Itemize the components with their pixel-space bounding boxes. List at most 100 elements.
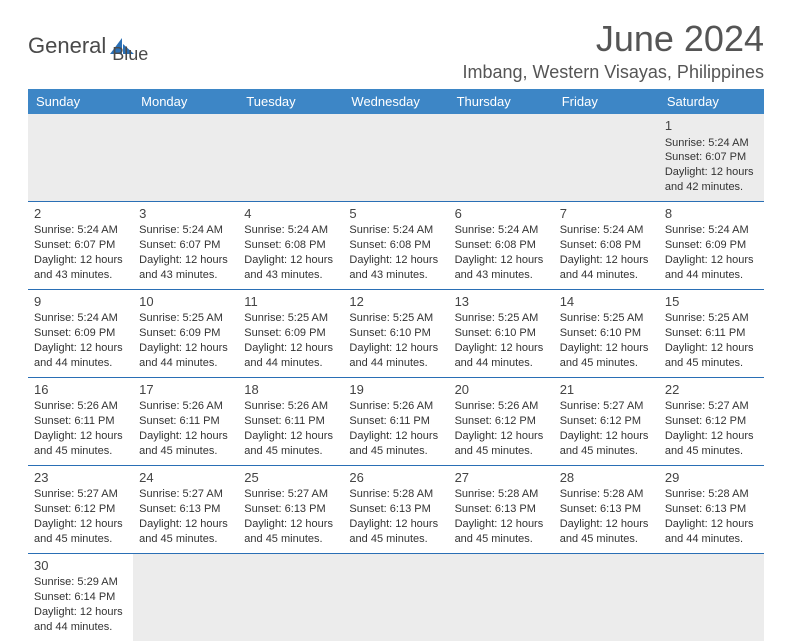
day-detail: and 45 minutes.: [34, 444, 127, 459]
day-number: 23: [34, 469, 127, 487]
location: Imbang, Western Visayas, Philippines: [463, 62, 765, 83]
day-detail: Daylight: 12 hours: [34, 605, 127, 620]
calendar-cell: 21Sunrise: 5:27 AMSunset: 6:12 PMDayligh…: [554, 377, 659, 465]
day-detail: Sunset: 6:10 PM: [455, 326, 548, 341]
day-detail: Daylight: 12 hours: [244, 517, 337, 532]
day-detail: Sunset: 6:13 PM: [139, 502, 232, 517]
day-detail: and 43 minutes.: [349, 268, 442, 283]
calendar-cell: 26Sunrise: 5:28 AMSunset: 6:13 PMDayligh…: [343, 465, 448, 553]
day-detail: and 45 minutes.: [560, 532, 653, 547]
day-detail: Sunset: 6:10 PM: [349, 326, 442, 341]
calendar-cell: 8Sunrise: 5:24 AMSunset: 6:09 PMDaylight…: [659, 201, 764, 289]
day-detail: and 45 minutes.: [560, 444, 653, 459]
day-header: Thursday: [449, 89, 554, 114]
calendar-cell: 4Sunrise: 5:24 AMSunset: 6:08 PMDaylight…: [238, 201, 343, 289]
calendar-cell: 7Sunrise: 5:24 AMSunset: 6:08 PMDaylight…: [554, 201, 659, 289]
calendar-cell: 24Sunrise: 5:27 AMSunset: 6:13 PMDayligh…: [133, 465, 238, 553]
day-number: 25: [244, 469, 337, 487]
calendar-cell: [133, 114, 238, 201]
day-detail: and 44 minutes.: [560, 268, 653, 283]
calendar-cell: 1Sunrise: 5:24 AMSunset: 6:07 PMDaylight…: [659, 114, 764, 201]
day-detail: Daylight: 12 hours: [34, 517, 127, 532]
day-detail: Sunrise: 5:25 AM: [560, 311, 653, 326]
day-detail: Daylight: 12 hours: [349, 253, 442, 268]
day-number: 10: [139, 293, 232, 311]
day-detail: Daylight: 12 hours: [34, 253, 127, 268]
day-detail: Sunset: 6:09 PM: [665, 238, 758, 253]
day-detail: Daylight: 12 hours: [139, 341, 232, 356]
day-detail: Daylight: 12 hours: [665, 429, 758, 444]
calendar-week: 16Sunrise: 5:26 AMSunset: 6:11 PMDayligh…: [28, 377, 764, 465]
day-detail: Sunrise: 5:28 AM: [560, 487, 653, 502]
day-number: 4: [244, 205, 337, 223]
day-detail: Sunrise: 5:24 AM: [34, 223, 127, 238]
day-detail: Daylight: 12 hours: [139, 429, 232, 444]
day-number: 12: [349, 293, 442, 311]
day-detail: Sunrise: 5:28 AM: [665, 487, 758, 502]
day-detail: Daylight: 12 hours: [244, 253, 337, 268]
calendar-table: SundayMondayTuesdayWednesdayThursdayFrid…: [28, 89, 764, 641]
day-detail: Daylight: 12 hours: [665, 341, 758, 356]
day-detail: Sunrise: 5:28 AM: [349, 487, 442, 502]
day-number: 14: [560, 293, 653, 311]
day-detail: Sunrise: 5:26 AM: [139, 399, 232, 414]
day-detail: and 43 minutes.: [244, 268, 337, 283]
header: General Blue June 2024 Imbang, Western V…: [28, 18, 764, 83]
day-detail: Daylight: 12 hours: [665, 517, 758, 532]
day-detail: Sunrise: 5:25 AM: [139, 311, 232, 326]
calendar-cell: [238, 553, 343, 640]
logo-text-2: Blue: [112, 26, 148, 65]
day-number: 18: [244, 381, 337, 399]
calendar-cell: 11Sunrise: 5:25 AMSunset: 6:09 PMDayligh…: [238, 289, 343, 377]
calendar-cell: 5Sunrise: 5:24 AMSunset: 6:08 PMDaylight…: [343, 201, 448, 289]
day-detail: Sunset: 6:11 PM: [349, 414, 442, 429]
day-number: 6: [455, 205, 548, 223]
day-detail: Sunset: 6:09 PM: [244, 326, 337, 341]
month-title: June 2024: [463, 18, 765, 60]
day-detail: Daylight: 12 hours: [455, 253, 548, 268]
day-detail: Sunrise: 5:24 AM: [665, 136, 758, 151]
calendar-cell: 16Sunrise: 5:26 AMSunset: 6:11 PMDayligh…: [28, 377, 133, 465]
day-detail: and 45 minutes.: [244, 532, 337, 547]
day-detail: and 44 minutes.: [244, 356, 337, 371]
day-detail: Daylight: 12 hours: [139, 253, 232, 268]
calendar-week: 23Sunrise: 5:27 AMSunset: 6:12 PMDayligh…: [28, 465, 764, 553]
day-header-row: SundayMondayTuesdayWednesdayThursdayFrid…: [28, 89, 764, 114]
day-number: 19: [349, 381, 442, 399]
day-detail: and 45 minutes.: [34, 532, 127, 547]
calendar-cell: 13Sunrise: 5:25 AMSunset: 6:10 PMDayligh…: [449, 289, 554, 377]
day-number: 11: [244, 293, 337, 311]
calendar-week: 1Sunrise: 5:24 AMSunset: 6:07 PMDaylight…: [28, 114, 764, 201]
logo-text-1: General: [28, 33, 106, 59]
calendar-cell: 2Sunrise: 5:24 AMSunset: 6:07 PMDaylight…: [28, 201, 133, 289]
day-detail: Daylight: 12 hours: [244, 429, 337, 444]
calendar-cell: 30Sunrise: 5:29 AMSunset: 6:14 PMDayligh…: [28, 553, 133, 640]
day-detail: Sunrise: 5:25 AM: [455, 311, 548, 326]
day-detail: Sunset: 6:14 PM: [34, 590, 127, 605]
day-detail: Sunrise: 5:24 AM: [244, 223, 337, 238]
day-detail: Sunrise: 5:26 AM: [349, 399, 442, 414]
day-detail: Daylight: 12 hours: [665, 253, 758, 268]
calendar-cell: 28Sunrise: 5:28 AMSunset: 6:13 PMDayligh…: [554, 465, 659, 553]
day-detail: Daylight: 12 hours: [34, 341, 127, 356]
calendar-cell: 18Sunrise: 5:26 AMSunset: 6:11 PMDayligh…: [238, 377, 343, 465]
day-detail: Daylight: 12 hours: [455, 517, 548, 532]
calendar-cell: [238, 114, 343, 201]
day-detail: Sunset: 6:10 PM: [560, 326, 653, 341]
day-number: 26: [349, 469, 442, 487]
day-detail: Daylight: 12 hours: [244, 341, 337, 356]
calendar-cell: 10Sunrise: 5:25 AMSunset: 6:09 PMDayligh…: [133, 289, 238, 377]
calendar-cell: [659, 553, 764, 640]
day-detail: Sunrise: 5:29 AM: [34, 575, 127, 590]
day-header: Monday: [133, 89, 238, 114]
calendar-cell: 25Sunrise: 5:27 AMSunset: 6:13 PMDayligh…: [238, 465, 343, 553]
calendar-cell: [554, 553, 659, 640]
day-number: 9: [34, 293, 127, 311]
calendar-cell: [343, 114, 448, 201]
day-detail: and 45 minutes.: [139, 532, 232, 547]
calendar-cell: [554, 114, 659, 201]
calendar-cell: 20Sunrise: 5:26 AMSunset: 6:12 PMDayligh…: [449, 377, 554, 465]
day-detail: Sunset: 6:08 PM: [349, 238, 442, 253]
day-header: Saturday: [659, 89, 764, 114]
day-detail: and 45 minutes.: [455, 532, 548, 547]
